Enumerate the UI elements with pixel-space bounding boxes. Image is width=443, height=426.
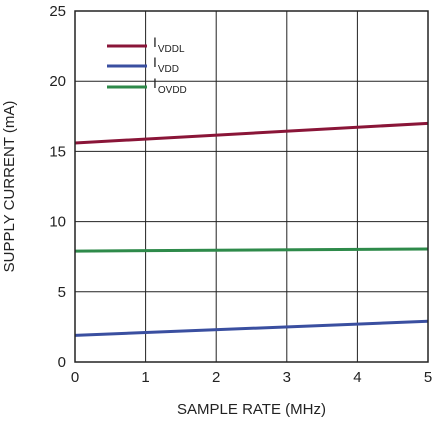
y-axis-title: SUPPLY CURRENT (mA) — [1, 101, 18, 273]
legend-label-subscript: OVDD — [158, 85, 187, 96]
y-tick-label: 0 — [58, 354, 66, 371]
legend-label-subscript: VDDL — [158, 44, 185, 55]
legend-label-main: I — [153, 75, 157, 91]
series-layer — [74, 121, 429, 337]
legend-label-ovdd: IOVDD — [153, 75, 187, 96]
series-line-vdd — [74, 319, 429, 337]
y-tick-label: 15 — [49, 143, 66, 160]
x-tick-label: 0 — [71, 369, 79, 386]
x-tick-label: 4 — [353, 369, 361, 386]
y-tick-label: 10 — [49, 214, 66, 231]
grid — [75, 11, 428, 362]
y-tick-label: 20 — [49, 73, 66, 90]
y-tick-label: 5 — [58, 284, 66, 301]
legend-label-vddl: IVDDL — [153, 34, 185, 55]
plot-frame — [74, 10, 429, 363]
legend-label-main: I — [153, 54, 157, 70]
x-tick-label: 5 — [424, 369, 432, 386]
series-line-vddl — [74, 121, 429, 145]
series-line-ovdd — [74, 247, 429, 253]
legend-label-subscript: VDD — [158, 64, 179, 75]
legend-label-vdd: IVDD — [153, 54, 179, 75]
x-axis-title: SAMPLE RATE (MHz) — [177, 401, 326, 418]
legend-label-main: I — [153, 34, 157, 50]
tick-labels: 0 1 2 3 4 5 0 5 10 15 20 25 — [49, 3, 432, 386]
x-tick-label: 3 — [283, 369, 291, 386]
x-tick-label: 1 — [141, 369, 149, 386]
y-tick-label: 25 — [49, 3, 66, 20]
x-tick-label: 2 — [212, 369, 220, 386]
